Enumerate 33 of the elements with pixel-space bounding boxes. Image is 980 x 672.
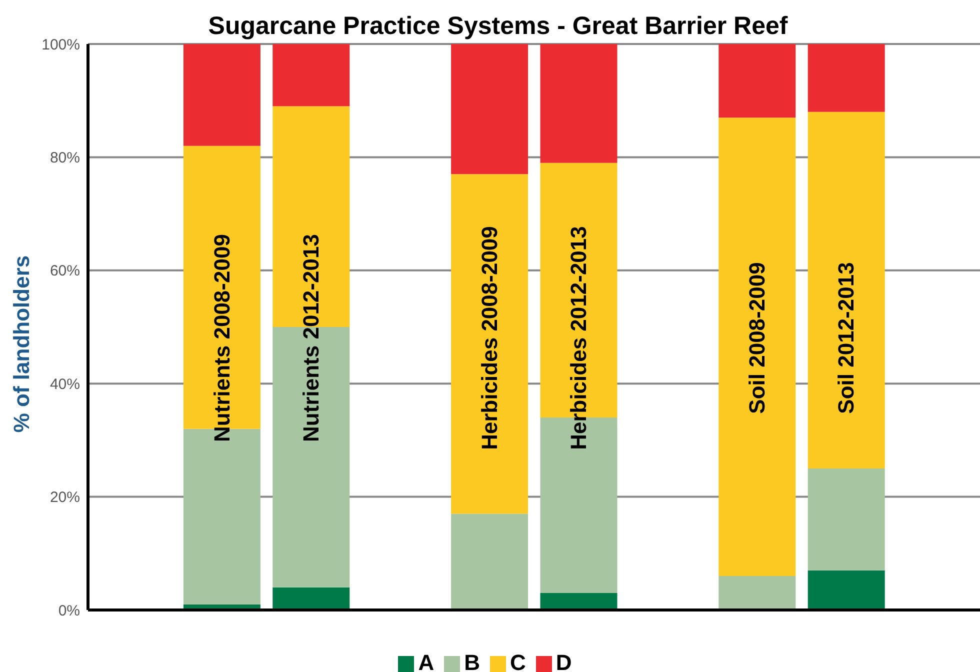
- bar: [718, 118, 796, 576]
- y-tick-label: 20%: [50, 489, 80, 506]
- bar: [540, 593, 618, 610]
- x-tick-label: Nutrients 2008-2009: [209, 234, 234, 442]
- legend-label: D: [556, 650, 572, 672]
- x-tick-label: Nutrients 2012-2013: [298, 234, 324, 442]
- y-tick-label: 80%: [50, 150, 80, 167]
- legend-label: B: [464, 650, 480, 672]
- legend-label: C: [510, 650, 526, 672]
- bar: [183, 44, 260, 146]
- y-axis-title: % of landholders: [9, 255, 35, 433]
- x-tick-label: Soil 2008-2009: [744, 262, 770, 414]
- bar: [272, 44, 350, 106]
- y-tick-label: 0%: [58, 602, 80, 620]
- y-tick-label: 40%: [50, 376, 80, 393]
- x-tick-label: Soil 2012-2013: [834, 262, 859, 414]
- bar: [451, 514, 528, 610]
- y-tick-label: 100%: [42, 36, 80, 54]
- chart-title: Sugarcane Practice Systems - Great Barrier Reef: [208, 12, 788, 40]
- bar: [451, 44, 528, 174]
- bar: [808, 44, 885, 112]
- bar: [808, 570, 885, 610]
- bar: [540, 44, 618, 163]
- bar: [808, 112, 885, 468]
- bar: [451, 174, 528, 514]
- x-tick-label: Herbicides 2008-2009: [476, 226, 502, 450]
- y-tick-label: 60%: [50, 262, 80, 280]
- bar: [808, 468, 885, 570]
- x-tick-label: Herbicides 2012-2013: [566, 226, 592, 450]
- bar: [272, 587, 350, 610]
- bar: [718, 44, 796, 118]
- bar: [718, 576, 796, 610]
- legend-label: A: [418, 650, 434, 672]
